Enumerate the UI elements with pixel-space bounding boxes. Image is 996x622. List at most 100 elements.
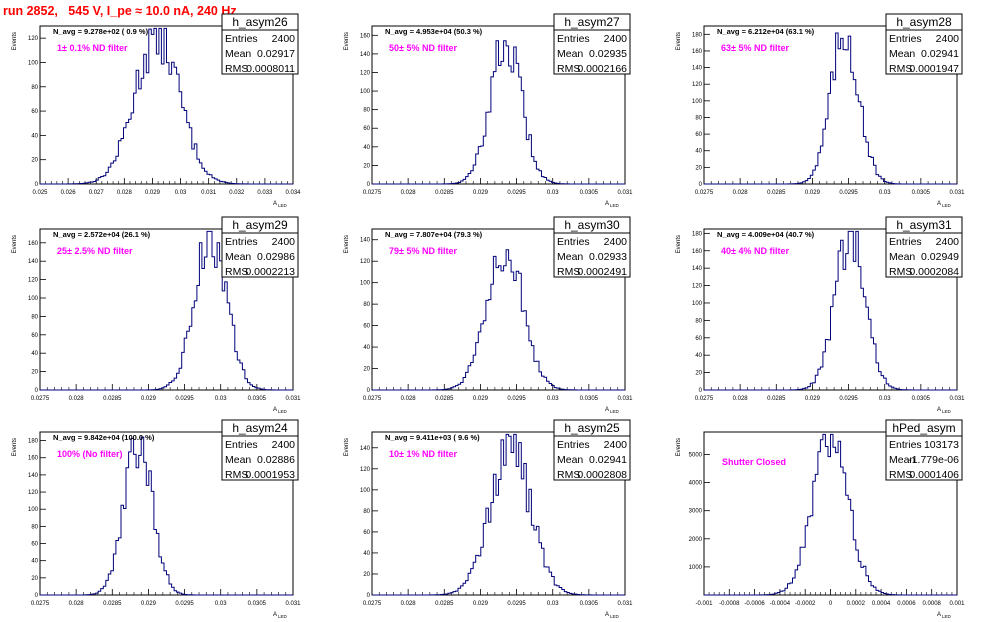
x-tick-label: 0.0275 [363,396,382,402]
stats-value: 2400 [936,33,960,45]
histogram-name: h_asym29 [232,218,288,232]
x-tick-label: 0.029 [473,190,489,196]
x-tick-label: 0.0305 [912,396,931,402]
stats-label: Mean [889,48,915,60]
y-tick-label: 20 [363,572,370,578]
y-axis-label: Events [344,32,350,50]
histogram-line [704,433,957,596]
x-tick-label: -0.0006 [744,601,765,607]
x-tick-label: 0.029 [141,396,157,402]
stats-box [553,216,631,278]
stats-label: RMS [557,266,580,278]
x-tick-label: 0.0285 [435,601,454,607]
plot-frame [703,25,958,185]
histogram-panel-h_asym27: 0.0275 0.028 0.0285 0.029 0.0295 0.03 0.0305 0.… [344,13,633,208]
x-tick-label: 0.0285 [435,190,454,196]
x-tick-label: 0.026 [61,190,77,196]
histogram-panel-h_asym31: 0.0275 0.028 0.0285 0.029 0.0295 0.03 0.0305 0.… [676,216,965,414]
y-tick-label: 0 [367,182,371,188]
x-tick-label: -0.0004 [770,601,791,607]
y-tick-label: 5000 [689,452,703,458]
histogram-line [704,230,957,391]
stats-label: Mean [889,251,915,263]
x-tick-label: 0.029 [805,396,821,402]
x-tick-label: 0.0285 [767,396,786,402]
x-tick-label: 0.0006 [897,601,916,607]
x-axis-label: A [605,201,609,207]
y-tick-label: 40 [363,551,370,557]
x-tick-label: 0.028 [401,190,417,196]
x-tick-label: 0.028 [733,396,749,402]
x-tick-label: 0.0008 [923,601,942,607]
histogram-panel-h_asym29: 0.0275 0.028 0.0285 0.029 0.0295 0.03 0.0305 0.… [12,216,301,414]
y-tick-label: 100 [28,60,39,66]
y-tick-label: 140 [692,266,703,272]
y-tick-label: 160 [692,49,703,55]
stats-value: 0.0002166 [577,63,627,75]
navg-label: N_avg = 4.009e+04 (40.7 %) [717,230,815,239]
y-tick-label: 0 [367,388,371,394]
histogram-line [40,436,293,596]
plot-frame [39,25,294,185]
x-tick-label: 0.0295 [175,601,194,607]
y-tick-label: 3000 [689,509,703,515]
stats-box [221,216,299,278]
histogram-line [40,230,293,391]
stats-label: RMS [225,266,248,278]
y-axis-label: Events [344,235,350,253]
stats-label: Mean [557,48,583,60]
filter-label: Shutter Closed [722,457,786,467]
y-tick-label: 40 [363,145,370,151]
x-axis-label-subscript: LED [610,614,620,619]
stats-value: 0.0001953 [245,469,295,481]
stats-value: 0.02986 [257,251,295,263]
x-tick-label: 0.031 [285,396,301,402]
x-tick-label: 0.031 [949,396,965,402]
y-tick-label: 160 [360,33,371,39]
histogram-name: hPed_asym [892,421,955,435]
x-tick-label: 0.027 [89,190,105,196]
y-tick-label: 20 [31,370,38,376]
stats-value: 2400 [272,439,296,451]
stats-label: Entries [557,33,590,45]
histogram-panel-h_asym25: 0.0275 0.028 0.0285 0.029 0.0295 0.03 0.0305 0.… [344,419,633,619]
x-tick-label: 0.0004 [872,601,891,607]
y-tick-label: 0 [699,388,703,394]
y-tick-label: 120 [692,82,703,88]
stats-value: 2400 [604,236,628,248]
x-tick-label: 0.025 [32,190,48,196]
x-tick-label: 0.028 [69,601,85,607]
histogram-panel-h_asym28: 0.0275 0.028 0.0285 0.029 0.0295 0.03 0.0305 0.… [676,13,965,208]
y-tick-label: 4000 [689,481,703,487]
stats-label: Mean [557,454,583,466]
y-tick-label: 0 [35,593,39,599]
y-tick-label: 100 [360,89,371,95]
stats-value: 0.0002213 [245,266,295,278]
y-tick-label: 100 [692,301,703,307]
y-axis-label: Events [12,32,18,50]
y-axis-label: Events [676,32,682,50]
y-tick-label: 60 [31,109,38,115]
stats-label: RMS [889,63,912,75]
y-tick-label: 120 [692,284,703,290]
stats-label: Mean [225,251,251,263]
x-axis-label: A [937,612,941,618]
stats-label: Entries [225,236,258,248]
stats-label: RMS [557,63,580,75]
histogram-line [40,27,293,185]
y-tick-label: 80 [363,302,370,308]
x-tick-label: -0.0002 [795,601,816,607]
x-tick-label: 0.0295 [839,396,858,402]
filter-label: 63± 5% ND filter [721,43,789,53]
y-tick-label: 80 [31,524,38,530]
histogram-panel-hPed_asym: -0.001 -0.0008 -0.0006 -0.0004 -0.0002 0 0.000… [676,419,965,619]
y-tick-label: 20 [363,367,370,373]
histogram-line [704,32,957,185]
stats-label: Entries [889,439,922,451]
y-tick-label: 40 [31,559,38,565]
histogram-line [372,249,625,391]
y-tick-label: 0 [699,182,703,188]
x-tick-label: 0.0305 [912,190,931,196]
filter-label: 100% (No filter) [57,449,123,459]
y-tick-label: 160 [28,241,39,247]
